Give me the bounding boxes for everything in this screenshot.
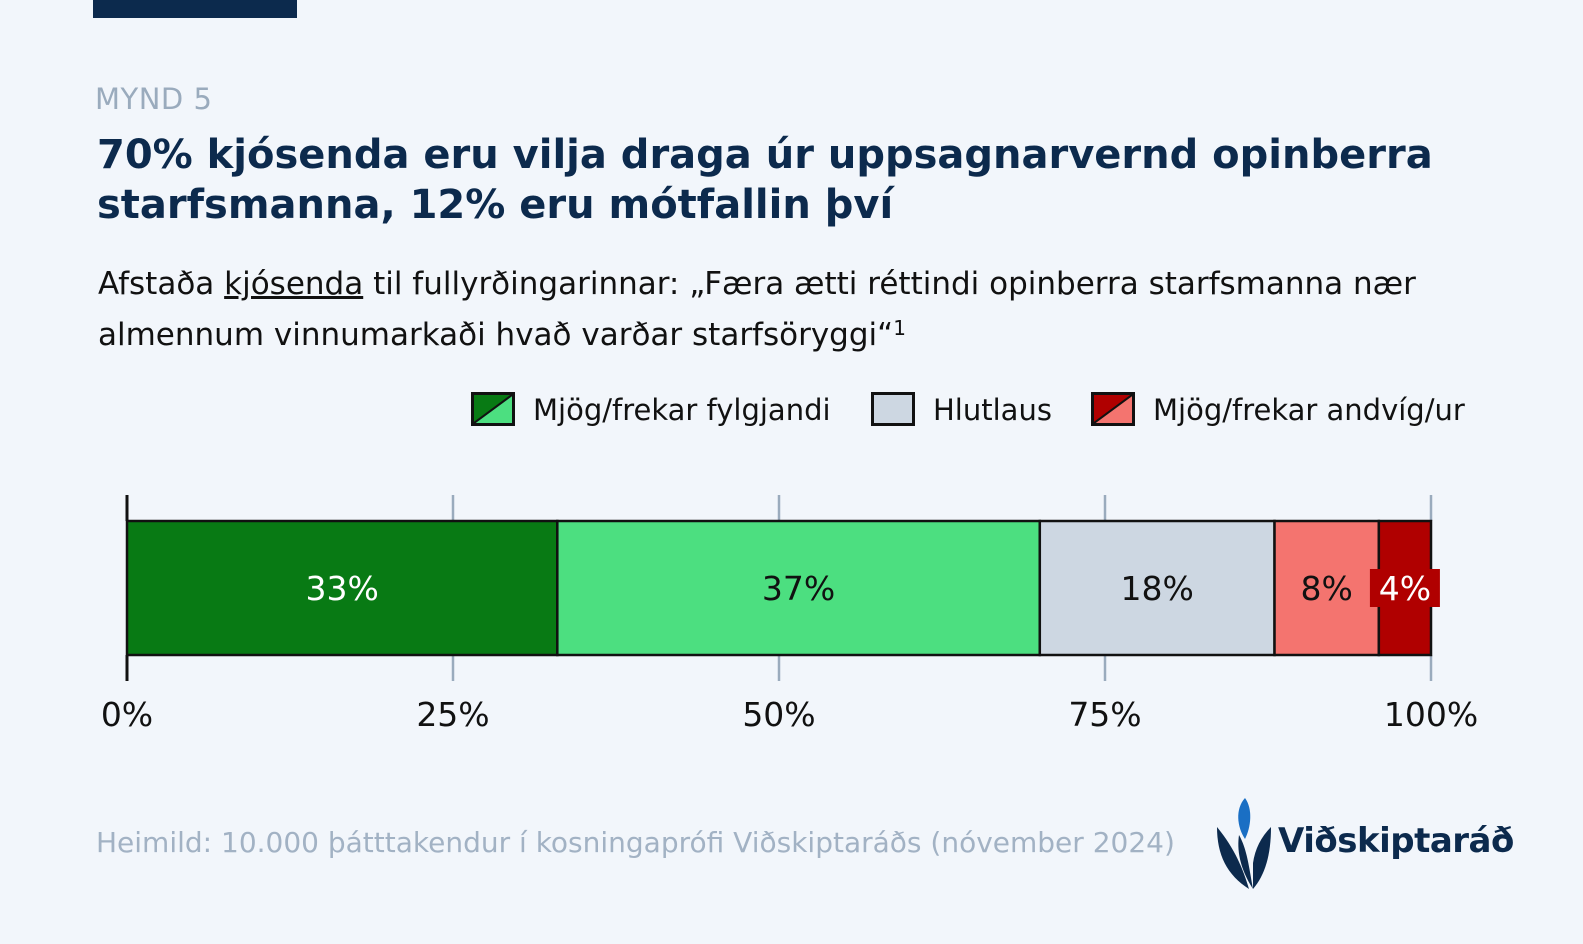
data-label: 18%: [1120, 569, 1193, 608]
data-label-background: [1369, 569, 1440, 607]
legend-swatch-support: [471, 392, 515, 426]
legend-label-oppose: Mjög/frekar andvíg/ur: [1153, 393, 1465, 427]
legend-label-support: Mjög/frekar fylgjandi: [533, 393, 831, 427]
legend-item-oppose: Mjög/frekar andvíg/ur: [1091, 390, 1511, 432]
top-accent-bar: [93, 0, 297, 18]
figure-kicker: MYND 5: [95, 82, 213, 116]
legend-swatch-neutral: [871, 392, 915, 426]
subtitle-footnote-mark: 1: [893, 316, 906, 340]
legend-label-neutral: Hlutlaus: [933, 393, 1052, 427]
source-note: Heimild: 10.000 þátttakendur í kosningap…: [96, 826, 1175, 859]
x-tick-label: 100%: [1384, 695, 1478, 734]
bar-segment: [125, 519, 559, 657]
data-label: 37%: [762, 569, 835, 608]
data-label: 8%: [1301, 569, 1353, 608]
x-tick-label: 50%: [742, 695, 815, 734]
chart-title: 70% kjósenda eru vilja draga úr uppsagna…: [97, 132, 1433, 228]
legend-swatch-oppose: [1091, 392, 1135, 426]
chart-subtitle: Afstaða kjósenda til fullyrðingarinnar: …: [98, 262, 1518, 357]
legend-item-neutral: Hlutlaus: [871, 390, 1071, 432]
stacked-bar-chart: 0% 25% 50% 75% 100% 33% 37% 18% 8% 4%: [101, 495, 1478, 734]
bar-segment: [556, 519, 1042, 657]
legend-swatch-neutral-fill: [874, 395, 912, 423]
logo-wordmark: Viðskiptaráð: [1278, 821, 1514, 861]
x-tick-label: 25%: [416, 695, 489, 734]
wheat-leaf-icon: [1217, 798, 1271, 889]
x-tick-label: 75%: [1068, 695, 1141, 734]
subtitle-text-pre: Afstaða: [98, 266, 225, 302]
data-label: 33%: [305, 569, 378, 608]
x-tick-label: 0%: [101, 695, 153, 734]
subtitle-underlined-word: kjósenda: [224, 266, 364, 302]
brand-logo: Viðskiptaráð: [1215, 797, 1515, 892]
data-label: 4%: [1379, 569, 1431, 608]
bar-segment: [1038, 519, 1276, 657]
bar-segment: [1273, 519, 1381, 657]
legend-item-support: Mjög/frekar fylgjandi: [471, 390, 851, 432]
subtitle-text-post: til fullyrðingarinnar: „Færa ætti réttin…: [98, 266, 1416, 353]
